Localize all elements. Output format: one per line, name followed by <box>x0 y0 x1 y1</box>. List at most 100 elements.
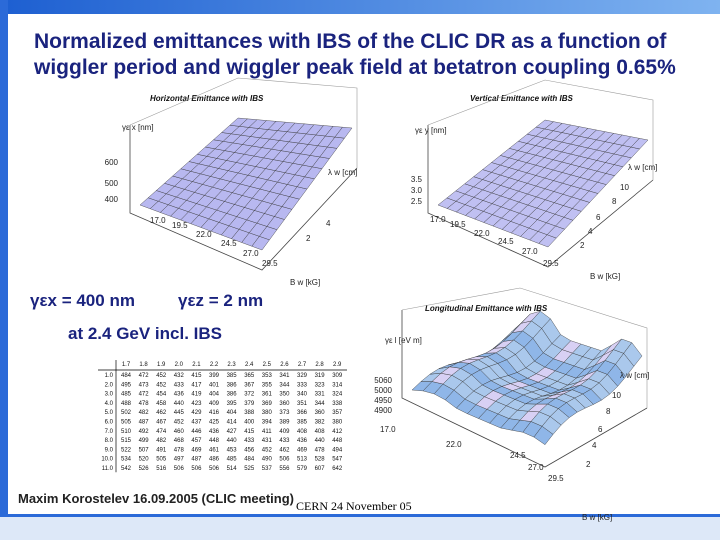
plot-title: Longitudinal Emittance with IBS <box>425 304 548 313</box>
table-cell: 469 <box>191 447 202 453</box>
table-cell: 372 <box>244 392 255 398</box>
y-axis-label: λ w [cm] <box>628 163 657 172</box>
surface-cell <box>334 126 353 139</box>
table-cell: 344 <box>279 382 290 388</box>
table-cell: 401 <box>209 382 220 388</box>
row-label: 3.0 <box>105 392 114 398</box>
table-cell: 415 <box>191 373 202 379</box>
table-cell: 579 <box>297 466 308 472</box>
row-label: 11.0 <box>102 466 114 472</box>
table-cell: 537 <box>262 466 273 472</box>
table-cell: 412 <box>332 429 343 435</box>
table-cell: 440 <box>174 401 185 407</box>
table-cell: 453 <box>227 447 238 453</box>
table-cell: 319 <box>315 373 326 379</box>
table-cell: 360 <box>279 401 290 407</box>
table-cell: 432 <box>174 373 185 379</box>
table-cell: 513 <box>297 457 308 463</box>
column-header: 2.2 <box>210 362 219 368</box>
table-cell: 497 <box>174 457 185 463</box>
table-cell: 427 <box>227 429 238 435</box>
table-cell: 423 <box>191 401 202 407</box>
table-cell: 506 <box>174 466 185 472</box>
table-cell: 408 <box>315 429 326 435</box>
table-cell: 452 <box>156 373 167 379</box>
plot-axes <box>427 79 654 180</box>
table-cell: 460 <box>174 429 185 435</box>
table-cell: 487 <box>139 420 150 426</box>
table-cell: 488 <box>121 401 132 407</box>
table-cell: 388 <box>244 410 255 416</box>
table-cell: 507 <box>139 447 150 453</box>
table-cell: 431 <box>262 438 273 444</box>
table-cell: 452 <box>174 420 185 426</box>
title-line: wiggler period and wiggler peak field at… <box>33 56 676 79</box>
table-cell: 440 <box>315 438 326 444</box>
row-label: 9.0 <box>105 447 114 453</box>
plots: Horizontal Emittance with IBS γε x [nm] 60… <box>105 77 657 522</box>
plot-axes <box>427 125 654 268</box>
table-cell: 366 <box>297 410 308 416</box>
row-label: 7.0 <box>105 429 114 435</box>
table-cell: 309 <box>332 373 343 379</box>
z-tick-label: 3.5 <box>411 175 423 184</box>
x-tick-label: 19.5 <box>172 221 188 230</box>
table-cell: 469 <box>297 447 308 453</box>
table-cell: 485 <box>121 392 132 398</box>
table-cell: 329 <box>297 373 308 379</box>
x-tick-label: 29.5 <box>262 259 278 268</box>
bottom-bar <box>0 516 720 540</box>
table-cell: 404 <box>227 410 238 416</box>
table-cell: 353 <box>262 373 273 379</box>
table-cell: 351 <box>297 401 308 407</box>
table-cell: 506 <box>279 457 290 463</box>
footer-author: Maxim Korostelev 16.09.2005 (CLIC meetin… <box>18 491 294 506</box>
column-header: 2.9 <box>333 362 342 368</box>
table-cell: 386 <box>227 392 238 398</box>
table-cell: 436 <box>174 392 185 398</box>
table-cell: 492 <box>139 429 150 435</box>
column-header: 2.5 <box>263 362 272 368</box>
plot-axes <box>129 77 358 168</box>
surface-plot: Longitudinal Emittance with IBS γε l [eV … <box>374 287 649 522</box>
row-label: 1.0 <box>105 373 114 379</box>
x-tick-label: 19.5 <box>450 220 466 229</box>
table-cell: 526 <box>139 466 150 472</box>
table-cell: 440 <box>227 438 238 444</box>
table-cell: 324 <box>332 392 343 398</box>
table-cell: 367 <box>244 382 255 388</box>
footer-date: CERN 24 November 05 <box>296 499 412 513</box>
table-cell: 417 <box>191 382 202 388</box>
table-cell: 355 <box>262 382 273 388</box>
table-cell: 547 <box>332 457 343 463</box>
table-cell: 340 <box>297 392 308 398</box>
table-cell: 472 <box>139 373 150 379</box>
table-cell: 361 <box>262 392 273 398</box>
table-cell: 433 <box>174 382 185 388</box>
table-cell: 484 <box>244 457 255 463</box>
table-cell: 642 <box>332 466 343 472</box>
bottom-line <box>0 514 720 517</box>
z-tick-label: 2.5 <box>411 197 423 206</box>
table-cell: 338 <box>332 401 343 407</box>
column-header: 2.7 <box>298 362 307 368</box>
table-cell: 457 <box>191 438 202 444</box>
table-cell: 499 <box>139 438 150 444</box>
x-tick-label: 17.0 <box>150 216 166 225</box>
table-cell: 382 <box>315 420 326 426</box>
table-cell: 474 <box>156 429 167 435</box>
table-cell: 528 <box>315 457 326 463</box>
x-tick-label: 22.0 <box>446 440 462 449</box>
table-cell: 365 <box>244 373 255 379</box>
table-cell: 510 <box>121 429 132 435</box>
z-tick-label: 3.0 <box>411 186 423 195</box>
table-cell: 502 <box>121 410 132 416</box>
table-cell: 515 <box>121 438 132 444</box>
summary-z: γεz = 2 nm <box>178 291 263 310</box>
table-cell: 452 <box>156 382 167 388</box>
x-tick-label: 29.5 <box>548 474 564 483</box>
column-header: 2.4 <box>245 362 254 368</box>
x-tick-label: 24.5 <box>510 451 526 460</box>
table-cell: 505 <box>156 457 167 463</box>
